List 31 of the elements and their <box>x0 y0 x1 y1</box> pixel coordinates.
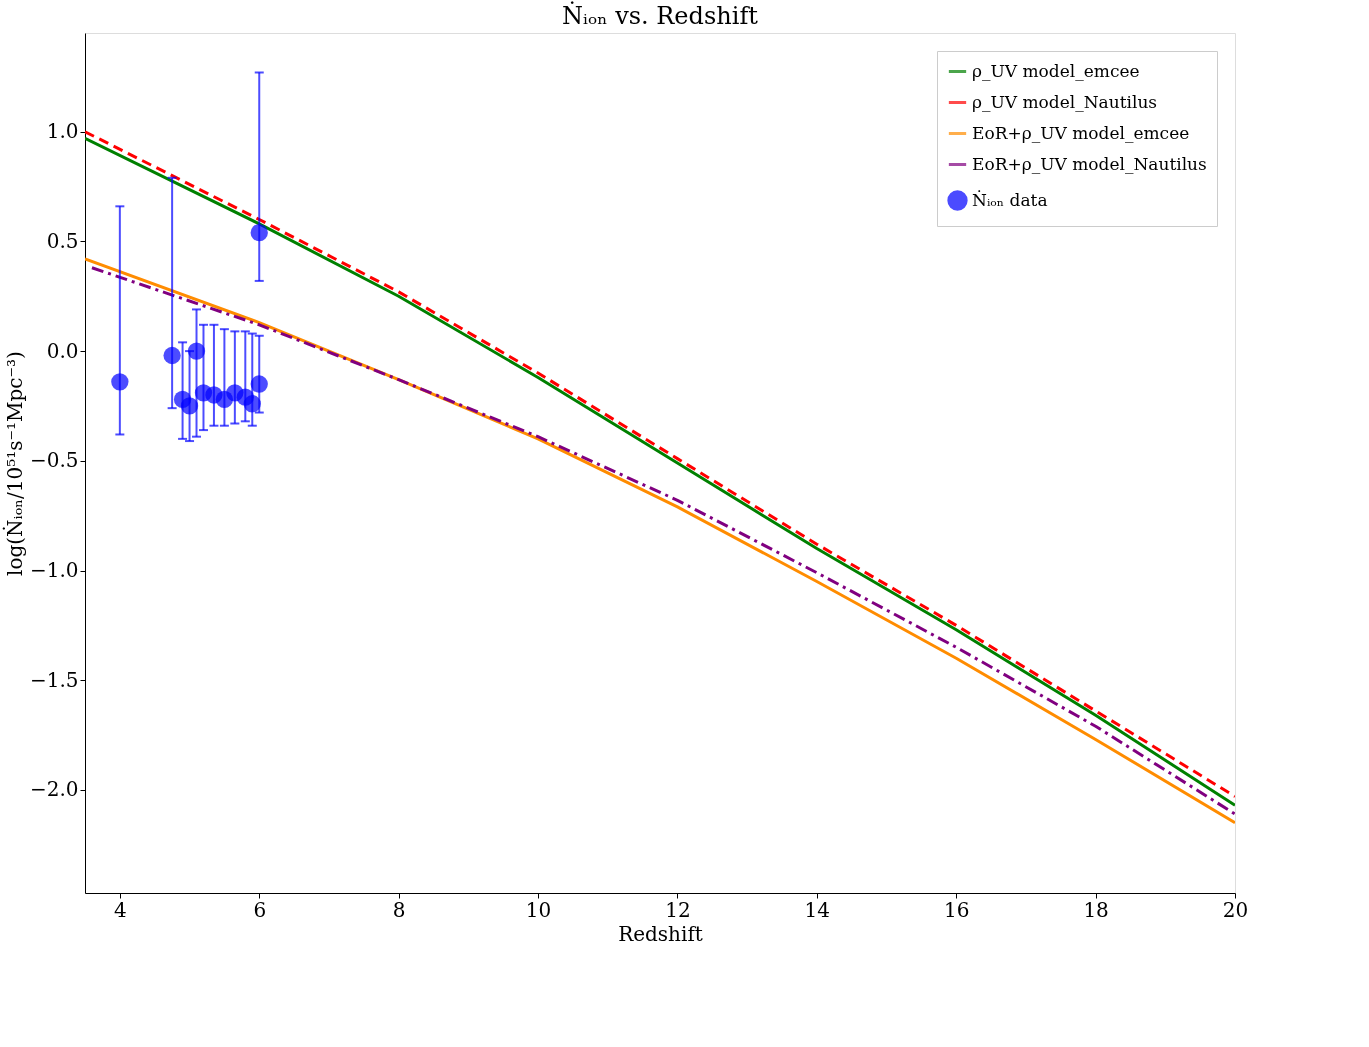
x-tick-label: 4 <box>113 897 127 922</box>
point <box>180 397 199 415</box>
x-tick-label: 14 <box>804 897 831 922</box>
y-axis-title: log(Ṅᵢₒₙ/10⁵¹s⁻¹Mpc⁻³) <box>1 351 27 576</box>
x-tick-label: 20 <box>1222 897 1249 922</box>
legend-label: ρ_UV model_emcee <box>972 60 1140 81</box>
point <box>187 342 206 360</box>
y-tick-label: −1.0 <box>29 558 79 582</box>
y-tick-label: −1.5 <box>29 667 79 692</box>
legend-label: EoR+ρ_UV model_emcee <box>972 122 1190 143</box>
x-tick-label: 6 <box>253 897 267 922</box>
point <box>250 375 268 393</box>
x-tick-label: 16 <box>943 897 970 922</box>
y-tick-label: 0.0 <box>46 338 79 363</box>
x-tick-label: 8 <box>392 897 406 922</box>
chart-title: Ṅᵢₒₙ vs. Redshift <box>562 1 759 30</box>
y-tick-label: −0.5 <box>29 448 79 473</box>
point <box>163 346 181 365</box>
x-tick-label: 10 <box>525 897 552 922</box>
x-tick-label: 12 <box>665 897 691 922</box>
y-tick-label: −2.0 <box>29 777 79 802</box>
x-tick-label: 18 <box>1083 897 1109 922</box>
legend-label: Ṅᵢₒₙ data <box>972 189 1048 210</box>
legend-label: ρ_UV model_Nautilus <box>972 91 1158 112</box>
y-tick-label: 1.0 <box>46 119 79 144</box>
point <box>111 373 129 391</box>
y-tick-label: 0.5 <box>46 228 79 253</box>
point <box>243 395 261 413</box>
point <box>250 224 268 242</box>
legend-label: EoR+ρ_UV model_Nautilus <box>972 153 1207 174</box>
x-axis-title: Redshift <box>618 921 703 946</box>
